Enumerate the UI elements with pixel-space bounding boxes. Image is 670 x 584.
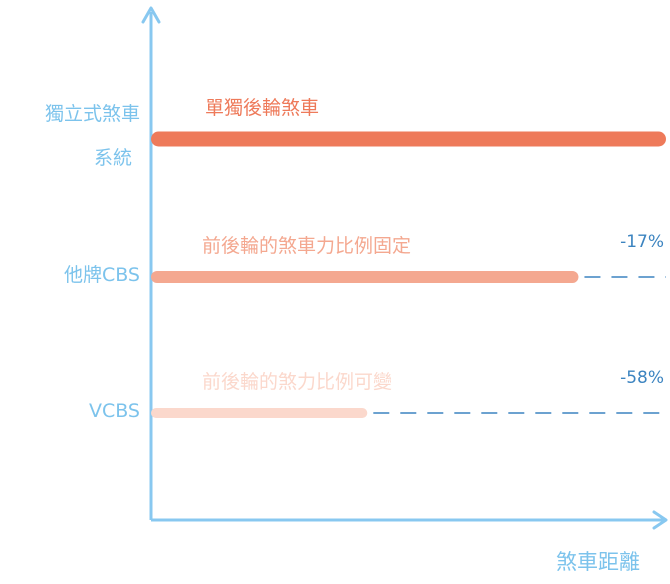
category-label-0-0: 獨立式煞車 [44, 103, 140, 125]
reduction-label-1: -17% [620, 232, 664, 252]
bar-label-1: 前後輪的煞車力比例固定 [202, 235, 412, 257]
bar-label-2: 前後輪的煞力比例可變 [202, 371, 393, 393]
category-label-2-0: VCBS [88, 400, 140, 422]
axes [141, 6, 668, 530]
bars [151, 131, 666, 418]
category-label-1-0: 他牌CBS [63, 264, 140, 286]
y-axis-arrow [141, 6, 161, 24]
reduction-label-2: -58% [620, 368, 664, 388]
category-label-0-1: 系統 [93, 147, 132, 169]
x-axis-arrow [652, 510, 668, 530]
x-axis-label: 煞車距離 [556, 550, 640, 574]
bar-label-0: 單獨後輪煞車 [205, 97, 320, 119]
